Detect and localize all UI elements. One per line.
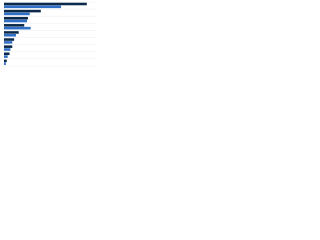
bar: [4, 2, 87, 6]
bar: [4, 5, 62, 9]
bar: [4, 24, 25, 27]
bar: [4, 16, 28, 20]
bar: [4, 55, 8, 58]
bar: [4, 12, 30, 16]
bar: [4, 45, 13, 48]
bar: [4, 38, 15, 41]
bar: [4, 52, 10, 56]
bar: [4, 34, 16, 37]
bar: [4, 41, 13, 44]
bar: [4, 59, 7, 63]
bar: [4, 26, 31, 30]
bar: [4, 48, 11, 51]
bar: [4, 31, 19, 34]
bar: [4, 19, 27, 23]
bar: [4, 62, 6, 66]
chart: [4, 1, 96, 67]
bar: [4, 9, 41, 13]
